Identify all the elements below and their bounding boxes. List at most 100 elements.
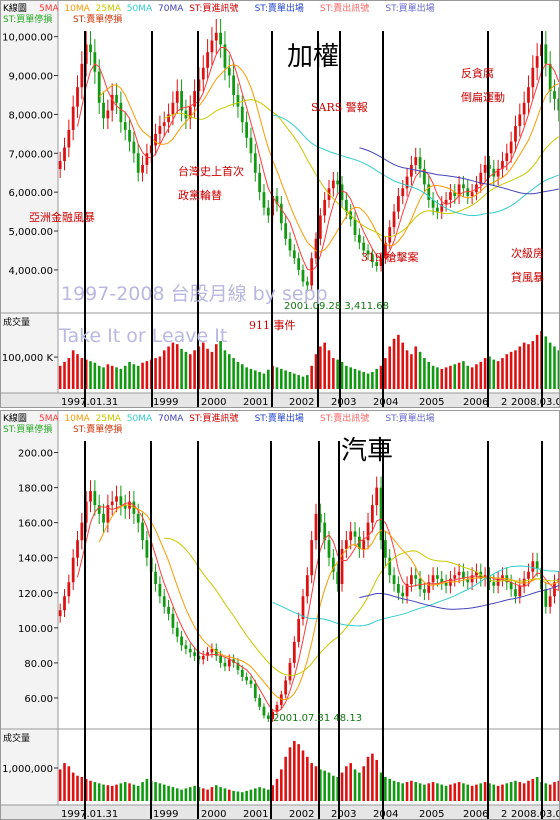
volume-bar [214, 344, 218, 389]
y-tick-label: 4,000.00 [8, 266, 53, 277]
volume-bar [392, 780, 396, 801]
volume-bar [210, 787, 214, 801]
volume-bar [123, 782, 127, 801]
volume-bar [522, 342, 526, 389]
candle-body [362, 540, 366, 549]
volume-bar [405, 782, 409, 801]
candle-body [136, 513, 140, 523]
volume-bar [397, 334, 400, 389]
event-annotation: 亞洲金融風暴 [29, 210, 95, 224]
candle-body [67, 129, 71, 148]
candle-body [470, 192, 474, 197]
candle-body [63, 147, 66, 162]
candle-body [158, 126, 162, 134]
candle-body [383, 242, 387, 259]
candle-body [475, 184, 478, 193]
candle-body [266, 715, 270, 719]
candle-body [76, 87, 79, 107]
candle-body [63, 596, 66, 611]
y-tick-label: 8,000.00 [8, 110, 53, 121]
candle-body [314, 513, 318, 541]
candle-body [214, 32, 218, 41]
volume-bar [557, 780, 559, 801]
legend-item: 70MA [158, 4, 184, 14]
candle-body [514, 589, 517, 597]
y-tick-label: 6,000.00 [8, 188, 53, 199]
candle-body [496, 168, 500, 177]
legend-item: ST:賣單出場 [255, 412, 304, 424]
candle-body [488, 575, 491, 583]
candle-body [279, 203, 283, 224]
candle-body [288, 238, 292, 251]
volume-bar [232, 790, 235, 801]
x-tick-label: 2003 [331, 809, 356, 820]
volume-bar [319, 769, 322, 801]
candle-body [245, 122, 249, 138]
candle-body [310, 540, 314, 576]
candle-body [71, 557, 75, 583]
candle-body [102, 513, 105, 523]
volume-bar [488, 356, 491, 389]
y-tick-label: 10,000.00 [2, 33, 53, 44]
volume-bar [193, 350, 196, 389]
candle-body [518, 585, 522, 597]
volume-bar [141, 782, 144, 801]
candle-body [466, 578, 470, 583]
volume-bar [401, 342, 405, 389]
x-tick-label: 2006 [463, 397, 488, 408]
candle-body [145, 153, 149, 165]
volume-bar [58, 769, 62, 801]
x-tick-label: 2005 [419, 397, 444, 408]
volume-bar [162, 350, 166, 389]
candle-body [219, 32, 222, 45]
volume-bar [106, 364, 110, 389]
volume-bar [175, 788, 179, 801]
volume-bar [188, 787, 192, 801]
volume-bar [518, 782, 522, 801]
candle-body [193, 91, 196, 107]
candle-body [128, 129, 131, 142]
moving-average-line [164, 537, 559, 676]
candle-body [410, 575, 413, 585]
candle-body [527, 571, 530, 579]
x-tick-label: 1999 [153, 397, 178, 408]
volume-bar [141, 362, 144, 389]
candle-body [462, 184, 465, 189]
volume-bar [223, 350, 227, 389]
candle-body [119, 102, 123, 123]
volume-bar [462, 783, 465, 801]
volume-bar [145, 778, 149, 801]
volume-bar [306, 375, 309, 389]
volume-bar [405, 350, 409, 389]
volume-bar [267, 789, 270, 801]
candle-body [245, 676, 249, 681]
candle-body [223, 44, 227, 68]
candle-body [136, 153, 140, 173]
x-tick-label: 2008.03.06 [511, 397, 560, 408]
volume-bar [466, 784, 470, 801]
x-tick-label: 2002 [289, 397, 314, 408]
candle-body [301, 269, 305, 282]
indicator-label: K線圖 [3, 412, 27, 424]
candle-body [175, 627, 179, 637]
volume-bar [188, 354, 192, 389]
candle-body [297, 619, 301, 642]
volume-bar [501, 358, 504, 389]
volume-bar [132, 784, 136, 801]
legend-item: ST:賣單出場 [255, 2, 304, 14]
candle-body [375, 487, 379, 506]
candle-body [418, 578, 422, 590]
y-tick-label: 200.00 [18, 449, 53, 460]
candle-body [518, 114, 522, 127]
volume-bar [418, 351, 422, 389]
candle-body [431, 575, 435, 583]
y-tick-label: 160.00 [18, 519, 53, 530]
legend-item: ST:賣出訊號 [320, 2, 369, 14]
volume-bar [93, 362, 97, 389]
volume-bar [102, 784, 105, 801]
volume-bar [323, 770, 326, 801]
volume-bar [223, 788, 227, 801]
candle-body [323, 522, 327, 541]
volume-bar [332, 358, 335, 389]
volume-bar [544, 336, 548, 389]
